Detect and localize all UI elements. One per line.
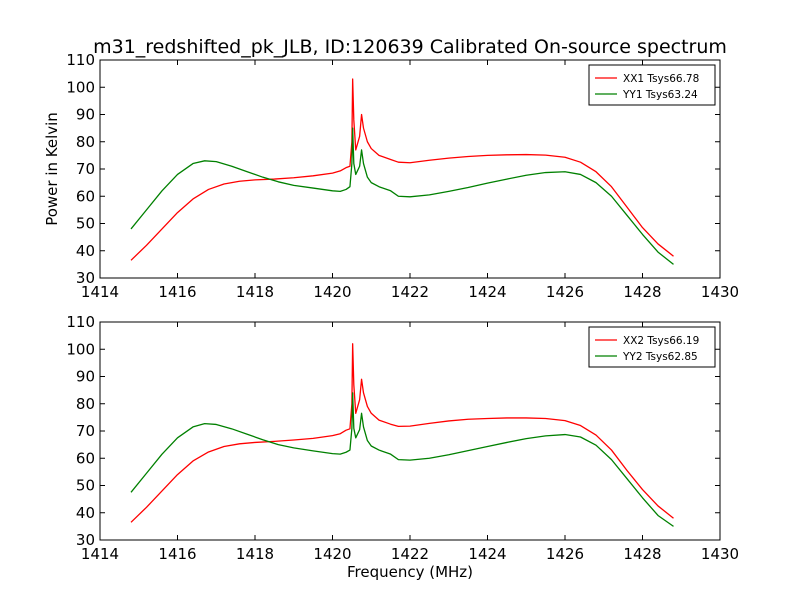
bottom-spectrum-panel: 1414 1416 1418 1420 1422 1424 1426 1428 1430 30 40…	[66, 313, 739, 563]
x-tick-label: 1416	[158, 283, 196, 301]
series-line-1	[130, 78, 674, 261]
legend-box	[588, 64, 716, 106]
y-axis-label: Power in Kelvin	[43, 112, 61, 226]
legend-label: XX1 Tsys66.78	[623, 73, 699, 85]
legend-label: XX2 Tsys66.19	[623, 335, 699, 347]
series-line-2	[130, 127, 674, 265]
series-line-1	[130, 343, 674, 523]
y-tick-label: 40	[76, 242, 95, 260]
y-tick-label: 50	[76, 477, 95, 495]
x-tick-label: 1430	[701, 283, 739, 301]
x-tick-label: 1424	[468, 545, 506, 563]
legend-label: YY2 Tsys62.85	[622, 351, 698, 363]
x-tick-label: 1426	[546, 283, 584, 301]
x-tick-label: 1430	[701, 545, 739, 563]
y-tick-label: 110	[66, 51, 95, 69]
y-tick-label: 100	[66, 78, 95, 96]
x-tick-label: 1422	[391, 283, 429, 301]
y-tick-label: 50	[76, 215, 95, 233]
y-tick-label: 80	[76, 395, 95, 413]
x-tick-label: 1428	[623, 545, 661, 563]
y-tick-label: 80	[76, 133, 95, 151]
x-tick-label: 1414	[81, 545, 119, 563]
x-tick-label: 1416	[158, 545, 196, 563]
y-tick-label: 60	[76, 187, 95, 205]
y-tick-label: 30	[76, 269, 95, 287]
legend-box	[588, 326, 716, 368]
x-tick-label: 1426	[546, 545, 584, 563]
series-line-2	[130, 392, 674, 527]
y-tick-label: 100	[66, 340, 95, 358]
y-tick-label: 90	[76, 106, 95, 124]
y-tick-label: 60	[76, 449, 95, 467]
x-tick-label: 1418	[236, 545, 274, 563]
x-tick-label: 1424	[468, 283, 506, 301]
x-tick-label: 1428	[623, 283, 661, 301]
chart-title: m31_redshifted_pk_JLB, ID:120639 Calibra…	[93, 36, 727, 58]
y-tick-label: 90	[76, 368, 95, 386]
x-tick-label: 1422	[391, 545, 429, 563]
y-tick-label: 30	[76, 531, 95, 549]
top-spectrum-panel: 1414 1416 1418 1420 1422 1424 1426 1428 1430 30 40…	[66, 51, 739, 301]
x-tick-label: 1420	[313, 545, 351, 563]
y-tick-label: 110	[66, 313, 95, 331]
legend-label: YY1 Tsys63.24	[622, 89, 698, 101]
x-tick-label: 1418	[236, 283, 274, 301]
y-tick-label: 40	[76, 504, 95, 522]
y-tick-label: 70	[76, 422, 95, 440]
x-axis-label: Frequency (MHz)	[347, 563, 473, 581]
x-tick-label: 1420	[313, 283, 351, 301]
y-tick-label: 70	[76, 160, 95, 178]
x-tick-label: 1414	[81, 283, 119, 301]
